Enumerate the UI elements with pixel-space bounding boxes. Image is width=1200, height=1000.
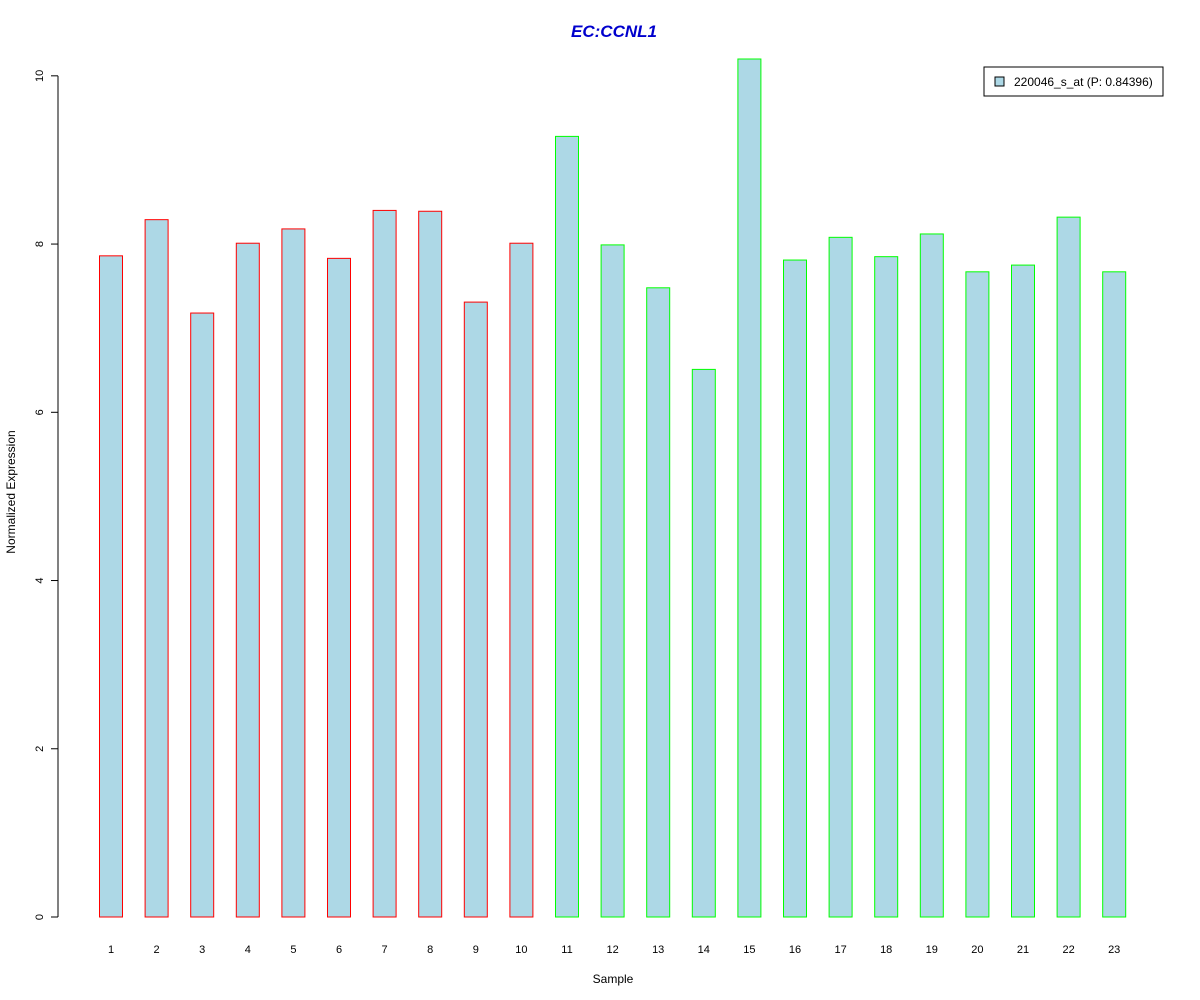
bar-sample-7	[372, 209, 397, 918]
bar-sample-12	[600, 244, 625, 918]
x-tick-label: 16	[789, 944, 801, 956]
y-tick-label: 0	[34, 914, 46, 920]
bar-sample-14	[691, 368, 716, 918]
x-tick-label: 15	[743, 944, 755, 956]
x-tick-label: 9	[473, 944, 479, 956]
legend-entry: 220046_s_at (P: 0.84396)	[1014, 75, 1153, 89]
y-axis: 0 2 4 6 8 10	[34, 70, 59, 920]
x-tick-label: 17	[834, 944, 846, 956]
bar-sample-1	[99, 255, 123, 918]
x-tick-label: 6	[336, 944, 342, 956]
x-axis-ticks: 1 2 3 4 5 6 7 8 9 10 11 12 13 14 15 16 17 18 19 20 21 22 23	[108, 944, 1120, 956]
legend-swatch	[994, 76, 1005, 87]
bar-sample-3	[190, 312, 215, 918]
bar-sample-9	[463, 301, 488, 918]
bars	[99, 58, 1127, 918]
bar-sample-5	[281, 228, 306, 918]
bar-sample-17	[828, 236, 853, 918]
x-tick-label: 21	[1017, 944, 1029, 956]
x-tick-label: 19	[926, 944, 938, 956]
x-tick-label: 2	[154, 944, 160, 956]
bar-sample-8	[418, 210, 443, 918]
bar-sample-21	[1011, 264, 1035, 918]
x-tick-label: 4	[245, 944, 251, 956]
bar-sample-15	[737, 58, 762, 918]
bar-sample-13	[646, 287, 671, 918]
x-tick-label: 13	[652, 944, 664, 956]
bar-sample-2	[144, 219, 169, 918]
bar-sample-19	[919, 233, 944, 918]
bar-sample-20	[965, 271, 990, 918]
x-tick-label: 23	[1108, 944, 1120, 956]
x-tick-label: 10	[515, 944, 527, 956]
x-tick-label: 7	[382, 944, 388, 956]
y-tick-label: 2	[34, 746, 46, 752]
x-tick-label: 12	[606, 944, 618, 956]
x-tick-label: 11	[561, 944, 572, 956]
y-tick-label: 8	[34, 241, 46, 247]
bar-sample-4	[235, 242, 260, 918]
legend: 220046_s_at (P: 0.84396)	[983, 66, 1164, 97]
bar-sample-10	[509, 242, 534, 918]
x-tick-label: 14	[698, 944, 710, 956]
bar-sample-23	[1102, 271, 1127, 918]
bar-sample-11	[555, 135, 579, 918]
x-tick-label: 5	[290, 944, 296, 956]
bar-sample-6	[327, 257, 351, 918]
legend-box	[983, 66, 1164, 97]
y-tick-label: 10	[34, 70, 46, 82]
x-tick-label: 18	[880, 944, 892, 956]
bar-sample-18	[874, 256, 899, 918]
x-tick-label: 1	[108, 944, 114, 956]
x-axis-label: Sample	[593, 972, 634, 986]
y-tick-label: 4	[34, 577, 46, 583]
x-tick-label: 8	[427, 944, 433, 956]
bar-sample-22	[1056, 216, 1081, 918]
chart-title: EC:CCNL1	[571, 22, 657, 41]
x-tick-label: 3	[199, 944, 205, 956]
y-axis-label: Normalized Expression	[4, 430, 18, 553]
x-tick-label: 20	[971, 944, 983, 956]
x-tick-label: 22	[1062, 944, 1074, 956]
bar-sample-16	[783, 259, 807, 918]
y-tick-label: 6	[34, 409, 46, 415]
